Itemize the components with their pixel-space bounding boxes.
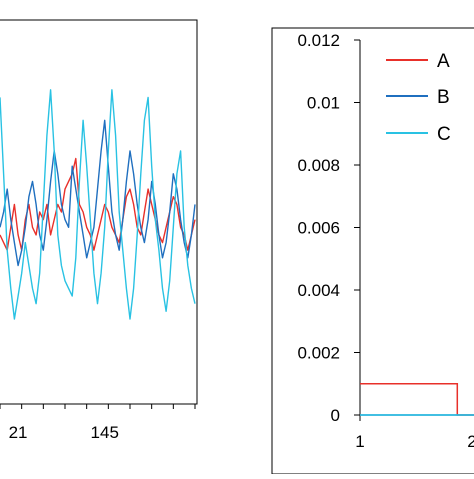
right-y-tick-label: 0 (331, 406, 340, 425)
right-chart-series (360, 383, 474, 416)
right-y-tick-label: 0.012 (297, 31, 340, 50)
left-series-line-3 (0, 89, 196, 320)
legend-label-A: A (437, 51, 450, 72)
left-chart-series (0, 89, 196, 320)
right-y-tick-label: 0.004 (297, 281, 340, 300)
legend-label-C: C (437, 124, 451, 145)
left-chart-x-axis: 21 145 (0, 404, 196, 442)
right-y-tick-label: 0.002 (297, 344, 340, 363)
right-series-line-A (360, 383, 474, 416)
right-x-tick-label: 1 (355, 432, 364, 451)
left-series-line-1 (0, 157, 196, 251)
left-chart-panel: 21 145 (0, 19, 198, 442)
right-series-line-C (360, 414, 474, 416)
right-chart-panel: 0 0.002 0.004 0.006 0.008 0.01 0.012 1 25 ABC (271, 27, 474, 475)
left-x-tick-label: 21 (9, 423, 28, 442)
left-series-line-2 (0, 119, 196, 267)
left-x-tick-label: 145 (91, 423, 119, 442)
right-y-tick-label: 0.01 (307, 94, 340, 113)
right-y-tick-label: 0.006 (297, 219, 340, 238)
right-chart-legend: ABC (383, 47, 474, 145)
right-x-tick-label: 25 (467, 432, 474, 451)
right-y-tick-label: 0.008 (297, 156, 340, 175)
left-chart-frame (0, 19, 198, 405)
legend-label-B: B (437, 87, 450, 108)
